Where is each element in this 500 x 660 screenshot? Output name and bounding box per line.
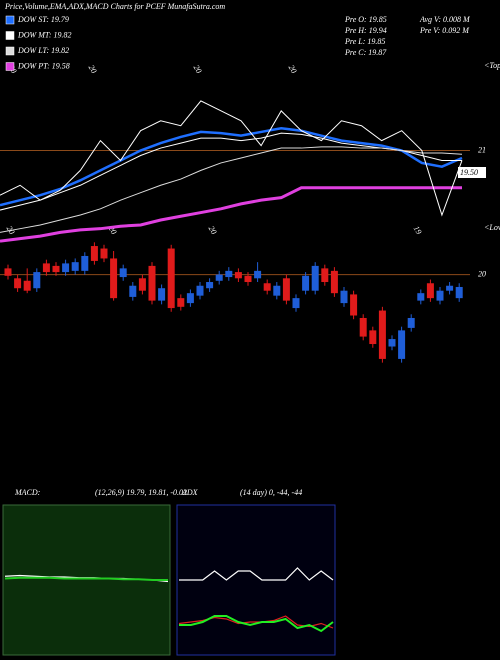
info-text: Pre L: 19.85 [344, 37, 385, 46]
y-tick-label: 21 [478, 145, 486, 154]
line-series [4, 576, 168, 581]
panel-label: ADX [181, 488, 199, 497]
date-label: 20 [87, 63, 99, 74]
candle-body [167, 248, 175, 309]
last-label-box [458, 167, 486, 178]
line-series [179, 615, 334, 633]
candle-body [254, 270, 262, 279]
candle-body [71, 262, 79, 271]
candle-body [4, 268, 12, 276]
candle-body [282, 278, 290, 301]
info-text: Avg V: 0.008 M [419, 15, 471, 24]
date-label: 20 [192, 63, 204, 74]
info-text: Pre C: 19.87 [344, 48, 387, 57]
date-label: 20 [107, 224, 119, 235]
candle-body [42, 263, 50, 273]
candle-body [369, 330, 377, 345]
candle-body [417, 293, 425, 301]
line-series [0, 132, 462, 211]
candle-body [186, 293, 194, 304]
candle-body [62, 263, 70, 273]
candle-body [388, 339, 396, 347]
y-tick-label: 20 [478, 269, 486, 278]
date-label: 20 [287, 63, 299, 74]
legend-swatch [5, 46, 15, 56]
candle-body [23, 280, 31, 291]
candle-body [436, 290, 444, 301]
candle-body [215, 274, 223, 281]
candle-body [14, 278, 22, 289]
candle-body [81, 255, 89, 271]
candle-body [455, 286, 463, 299]
date-label: 20 [207, 224, 219, 235]
candle-body [110, 258, 118, 299]
line-series [0, 186, 462, 243]
candle-body [138, 278, 146, 291]
info-text: Pre O: 19.85 [344, 15, 387, 24]
candle-body [52, 265, 60, 273]
legend-label: DOW MT: 19.82 [17, 30, 72, 39]
candle-body [234, 272, 242, 279]
candle-body [263, 283, 271, 291]
candle-body [177, 298, 185, 307]
candle-body [446, 285, 454, 291]
panel-params: (14 day) 0, -44, -44 [240, 488, 302, 497]
legend-label: DOW PT: 19.58 [17, 61, 70, 70]
line-series [0, 146, 463, 233]
candle-body [225, 270, 233, 278]
candle-body [359, 317, 367, 337]
last-label: 19.50 [460, 168, 478, 177]
candle-body [378, 310, 386, 359]
candle-body [129, 285, 137, 297]
legend-label: DOW LT: 19.82 [17, 46, 69, 55]
date-label: 19 [412, 224, 424, 235]
line-series [0, 100, 463, 217]
line-series [0, 126, 463, 207]
candle-body [206, 282, 214, 289]
candle-body [148, 265, 156, 301]
legend-swatch [5, 15, 15, 25]
candle-body [292, 298, 300, 309]
legend-swatch [5, 31, 15, 40]
info-text: Pre V: 0.092 M [419, 26, 470, 35]
candle-body [158, 288, 166, 301]
candle-body [407, 317, 415, 328]
chart-title: Price,Volume,EMA,ADX,MACD Charts for PCE… [4, 2, 225, 11]
lows-label: <Lows [484, 223, 500, 232]
candle-body [426, 283, 434, 299]
candle-body [350, 294, 358, 316]
candle-body [244, 275, 252, 283]
candle-body [100, 248, 108, 259]
candle-body [330, 270, 338, 294]
legend-swatch [5, 62, 15, 71]
candle-body [33, 272, 41, 289]
info-text: Pre H: 19.94 [344, 26, 387, 35]
tops-label: <Tops [484, 61, 500, 70]
candle-body [119, 268, 127, 278]
legend-label: DOW ST: 19.79 [17, 15, 69, 24]
candle-body [302, 275, 310, 291]
candle-body [196, 285, 204, 296]
candle-body [340, 290, 348, 304]
candle-body [398, 330, 406, 359]
line-series [179, 567, 334, 581]
candle-body [90, 246, 98, 261]
panel-label: MACD: [14, 488, 41, 497]
candle-body [321, 268, 329, 283]
candle-body [273, 285, 281, 296]
panel-params: (12,26,9) 19.79, 19.81, -0.02 [95, 488, 187, 497]
candle-body [311, 265, 319, 291]
